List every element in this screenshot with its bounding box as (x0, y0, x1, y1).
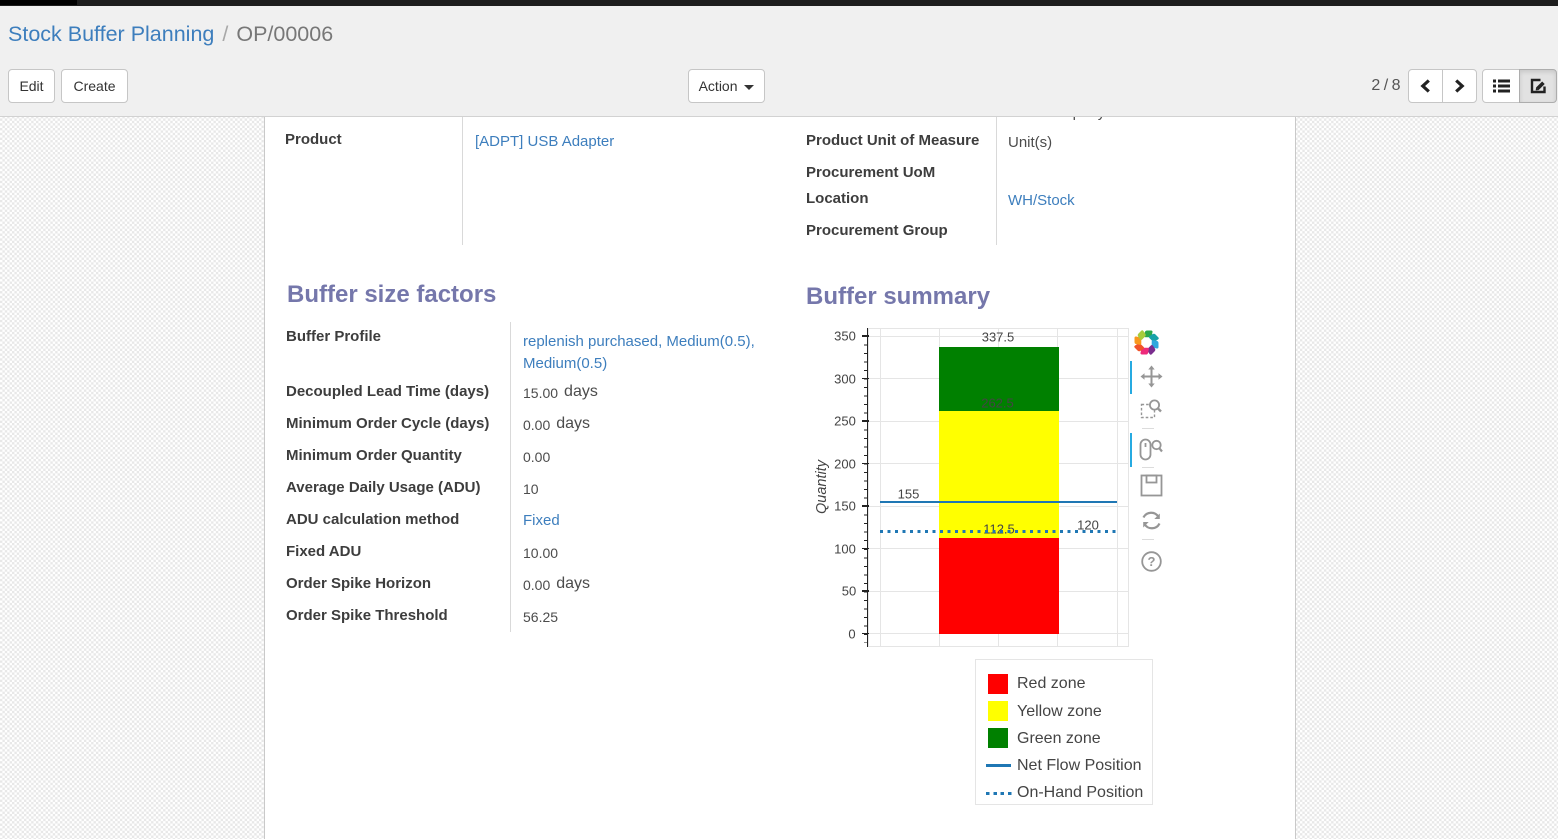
svg-text:?: ? (1148, 554, 1156, 569)
